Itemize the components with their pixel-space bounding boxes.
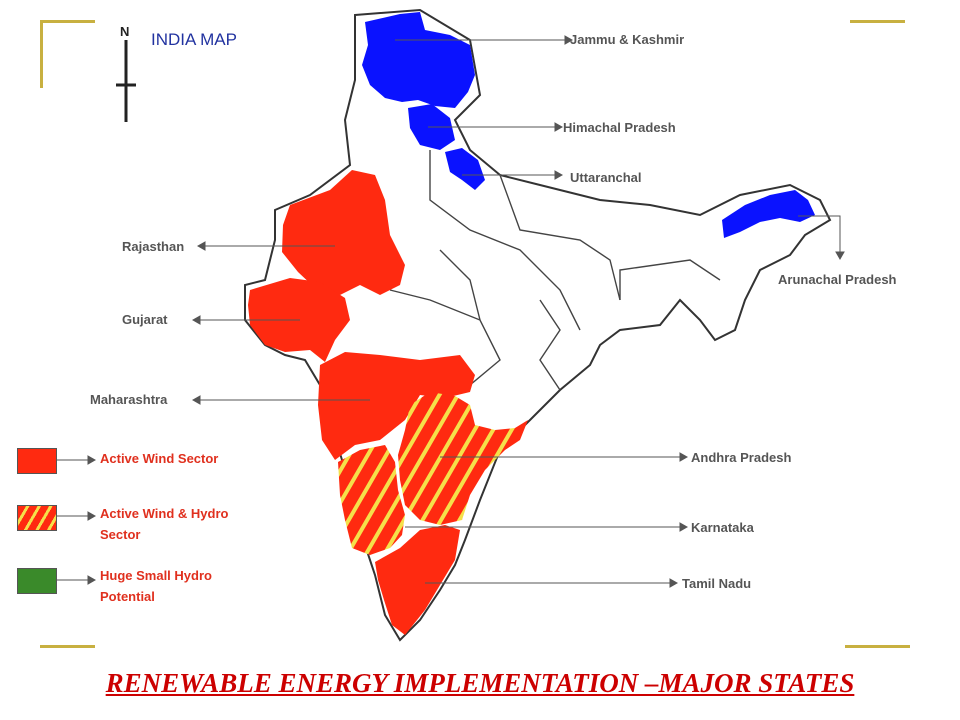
region-arunachal-pradesh (722, 190, 815, 238)
legend-swatch-wind-hydro (17, 505, 57, 531)
frame-corner-br-h (845, 645, 910, 648)
region-maharashtra (318, 352, 475, 460)
legend-label-active-wind: Active Wind Sector (100, 451, 219, 466)
legend-label-wind-hydro-line1: Active Wind & Hydro (100, 506, 229, 521)
label-maharashtra: Maharashtra (90, 392, 168, 407)
region-tamil-nadu (375, 525, 460, 635)
label-gujarat: Gujarat (122, 312, 168, 327)
label-karnataka: Karnataka (691, 520, 754, 535)
north-arrow-icon (116, 40, 136, 122)
label-tamil-nadu: Tamil Nadu (682, 576, 752, 591)
label-uttaranchal: Uttaranchal (570, 170, 642, 185)
region-uttaranchal (445, 148, 485, 190)
region-karnataka (338, 445, 405, 555)
legend-label-small-hydro: Huge Small Hydro Potential (100, 565, 260, 607)
slide-title: RENEWABLE ENERGY IMPLEMENTATION –MAJOR S… (105, 668, 855, 698)
map-title: INDIA MAP (151, 30, 237, 49)
state-boundaries (389, 150, 721, 391)
legend-swatch-active-wind (17, 448, 57, 474)
label-rajasthan: Rajasthan (122, 239, 185, 254)
label-arunachal-pradesh: Arunachal Pradesh (778, 272, 897, 287)
legend-label-small-hydro-line1: Huge Small Hydro (100, 568, 212, 583)
north-label: N (120, 24, 129, 39)
frame-corner-tl-h (40, 20, 95, 23)
label-andhra-pradesh: Andhra Pradesh (691, 450, 792, 465)
frame-corner-tr-h (850, 20, 905, 23)
frame-corner-tl-v (40, 20, 43, 88)
frame-corner-bl-h (40, 645, 95, 648)
legend-label-wind-hydro: Active Wind & Hydro Sector (100, 503, 260, 545)
region-jammu-kashmir (362, 12, 475, 108)
legend-swatch-small-hydro (17, 568, 57, 594)
legend-label-wind-hydro-line2: Sector (100, 527, 141, 542)
legend-label-small-hydro-line2: Potential (100, 589, 155, 604)
label-jammu-kashmir: Jammu & Kashmir (570, 32, 685, 47)
region-rajasthan (282, 170, 405, 295)
label-himachal-pradesh: Himachal Pradesh (563, 120, 676, 135)
region-andhra-pradesh (398, 392, 528, 525)
callout-lines (56, 35, 845, 588)
